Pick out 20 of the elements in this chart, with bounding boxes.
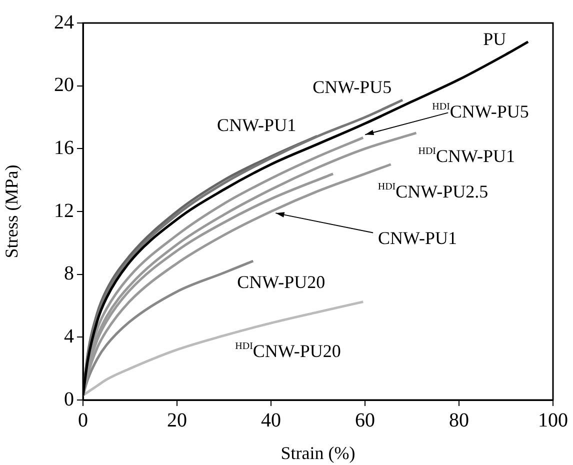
y-tick-label: 20 <box>54 74 74 96</box>
series-label: CNW-PU5 <box>312 76 392 97</box>
text: CNW-PU1 <box>378 228 458 248</box>
y-axis-title: Stress (MPa) <box>2 164 22 258</box>
x-axis-title: Strain (%) <box>280 442 356 463</box>
y-tick-label: 16 <box>54 136 74 159</box>
y-tick-label: 24 <box>54 11 74 34</box>
y-tick-label: 12 <box>54 200 74 222</box>
x-tick-label: 80 <box>449 409 469 432</box>
series-label: CNW-PU1 <box>217 115 296 136</box>
y-tick-label: 8 <box>64 262 74 285</box>
x-tick-label: 40 <box>261 409 281 432</box>
y-tick-label: 4 <box>64 325 74 348</box>
series-label: PU <box>483 28 506 49</box>
x-tick-label: 60 <box>355 409 375 432</box>
x-tick-label: 20 <box>167 409 187 432</box>
x-tick-label: 0 <box>78 409 88 432</box>
series-label: CNW-PU20 <box>237 272 326 292</box>
x-tick-label: 100 <box>538 409 568 432</box>
y-tick-label: 0 <box>64 388 74 410</box>
